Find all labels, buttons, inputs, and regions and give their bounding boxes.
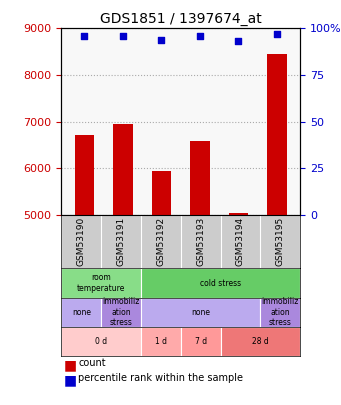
Text: 1 d: 1 d [155, 337, 167, 346]
Text: GSM53191: GSM53191 [117, 217, 125, 266]
FancyBboxPatch shape [181, 327, 221, 356]
Text: immobiliz
ation
stress: immobiliz ation stress [262, 298, 299, 327]
Bar [267, 54, 286, 215]
Bar [152, 171, 171, 215]
FancyBboxPatch shape [61, 269, 141, 298]
Text: GSM53192: GSM53192 [156, 217, 165, 266]
Point [274, 31, 280, 37]
Text: room
temperature: room temperature [77, 273, 125, 293]
Point [236, 38, 241, 45]
Text: immobiliz
ation
stress: immobiliz ation stress [102, 298, 140, 327]
Point [120, 32, 126, 39]
FancyBboxPatch shape [61, 298, 101, 327]
Text: GSM53190: GSM53190 [77, 217, 86, 266]
Text: GSM53195: GSM53195 [276, 217, 285, 266]
FancyBboxPatch shape [141, 269, 300, 298]
FancyBboxPatch shape [101, 298, 141, 327]
Text: 0 d: 0 d [95, 337, 107, 346]
Bar [75, 135, 94, 215]
Bar [190, 141, 210, 215]
Text: none: none [191, 308, 210, 317]
Text: cold stress: cold stress [200, 279, 241, 288]
Point [82, 32, 87, 39]
Text: 28 d: 28 d [252, 337, 269, 346]
FancyBboxPatch shape [141, 327, 181, 356]
Text: ■: ■ [64, 359, 77, 373]
Text: count: count [78, 358, 106, 368]
Title: GDS1851 / 1397674_at: GDS1851 / 1397674_at [100, 12, 262, 26]
Point [197, 32, 203, 39]
Text: ■: ■ [64, 373, 77, 388]
Point [159, 36, 164, 43]
FancyBboxPatch shape [221, 327, 300, 356]
FancyBboxPatch shape [61, 327, 141, 356]
Text: GSM53194: GSM53194 [236, 217, 245, 266]
Text: none: none [72, 308, 91, 317]
FancyBboxPatch shape [141, 298, 260, 327]
Text: percentile rank within the sample: percentile rank within the sample [78, 373, 243, 383]
Text: GSM53193: GSM53193 [196, 217, 205, 266]
FancyBboxPatch shape [260, 298, 300, 327]
Bar [229, 213, 248, 215]
Bar [113, 124, 133, 215]
Text: 7 d: 7 d [195, 337, 207, 346]
